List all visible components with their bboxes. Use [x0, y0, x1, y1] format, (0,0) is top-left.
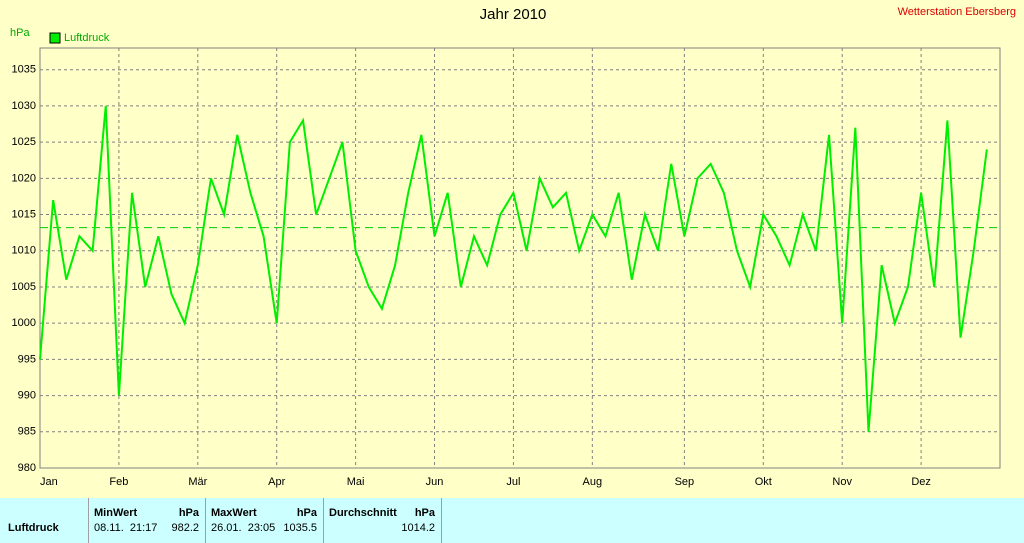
chart-title: Jahr 2010 [480, 6, 547, 23]
table-cell: MaxWert hPa 26.01. 23:05 1035.5 [205, 498, 324, 543]
stats-table: Luftdruck MinWert hPa 08.11. 21:17 982.2… [0, 498, 1024, 543]
plot-frame [39, 47, 1001, 469]
x-tick-label: Mai [347, 476, 365, 488]
x-tick-label: Aug [583, 476, 603, 488]
table-cell: Luftdruck [0, 498, 89, 543]
y-tick-label: 1000 [12, 317, 36, 329]
y-tick-label: 1005 [12, 281, 36, 293]
x-tick-label: Sep [675, 476, 695, 488]
cell-text: 1035.5 [283, 522, 317, 534]
cell-text: 982.2 [171, 522, 199, 534]
y-tick-label: 1020 [12, 172, 36, 184]
header: hPa [296, 507, 317, 519]
y-tick-label: 1030 [12, 100, 36, 112]
header: MinWert [94, 507, 138, 519]
chart: Jahr 2010 Wetterstation Ebersberg hPa Lu… [10, 6, 1016, 488]
y-tick-label: 980 [18, 462, 36, 474]
header: hPa [178, 507, 199, 519]
y-tick-label: 1025 [12, 136, 36, 148]
table-cell: Durchschnitt hPa 1014.2 [323, 498, 442, 543]
x-tick-label: Jun [426, 476, 444, 488]
y-tick-label: 995 [18, 353, 36, 365]
cell-text: 26.01. 23:05 [211, 522, 276, 534]
station-name: Wetterstation Ebersberg [898, 6, 1016, 18]
x-tick-label: Dez [911, 476, 931, 488]
x-tick-label: Apr [268, 476, 285, 488]
cell-text: 08.11. 21:17 [94, 522, 158, 534]
y-tick-label: 985 [18, 426, 36, 438]
x-tick-label: Okt [755, 476, 772, 488]
y-axis-label: hPa [10, 27, 30, 39]
x-tick-label: Jul [506, 476, 520, 488]
cell-text: 1014.2 [401, 522, 435, 534]
header: Durchschnitt [329, 507, 397, 519]
legend-label: Luftdruck [64, 32, 110, 44]
y-tick-label: 1010 [12, 245, 36, 257]
row-label: Luftdruck [8, 522, 59, 534]
x-tick-label: Feb [109, 476, 128, 488]
y-tick-label: 990 [18, 389, 36, 401]
y-tick-label: 1035 [12, 64, 36, 76]
header: MaxWert [211, 507, 257, 519]
x-tick-label: Jan [40, 476, 58, 488]
legend-swatch [49, 32, 61, 44]
table-cell: MinWert hPa 08.11. 21:17 982.2 [88, 498, 206, 543]
header: hPa [414, 507, 435, 519]
x-tick-label: Nov [832, 476, 852, 488]
data-line [39, 105, 988, 432]
y-tick-label: 1015 [12, 208, 36, 220]
x-tick-label: Mär [188, 476, 207, 488]
